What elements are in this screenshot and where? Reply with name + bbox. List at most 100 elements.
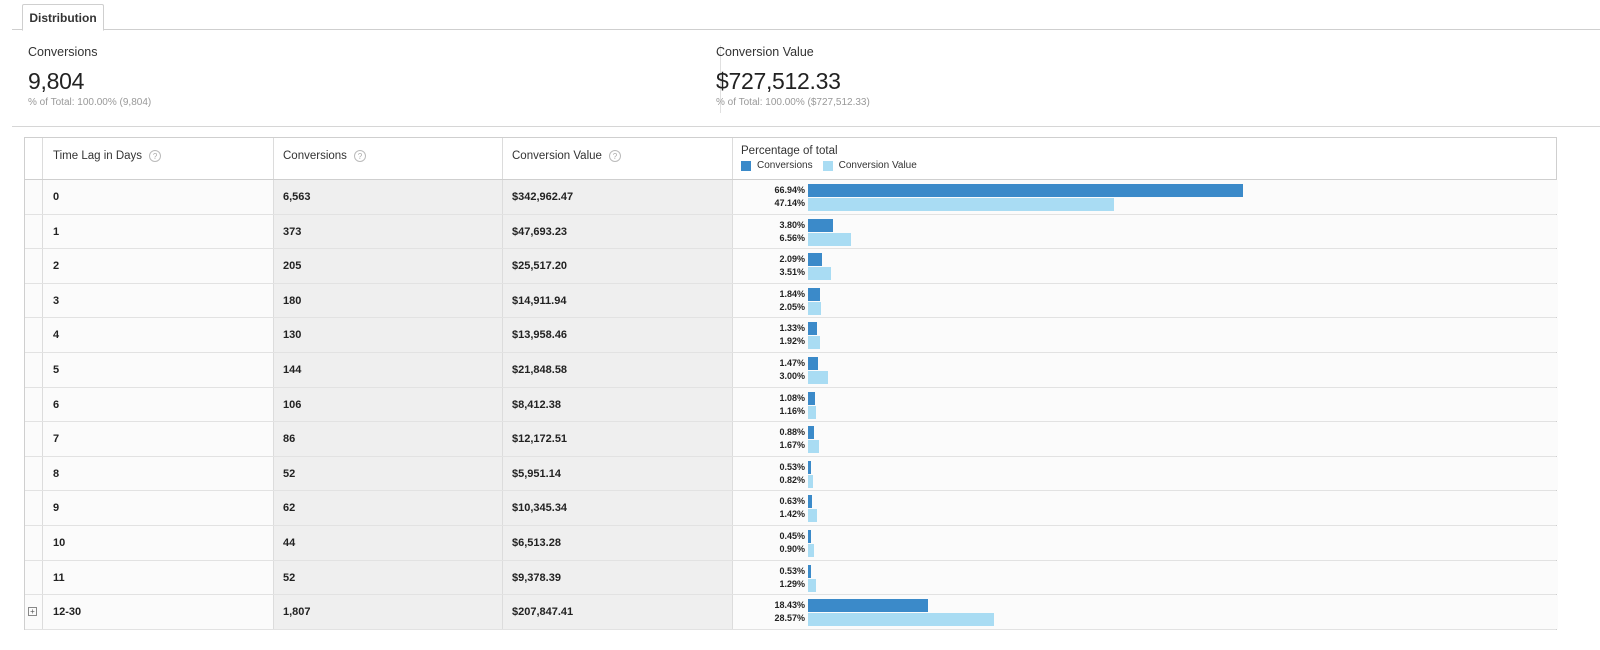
summary-panel: Conversions 9,804 % of Total: 100.00% (9… [12,31,1600,127]
conversions-value: 62 [283,502,296,515]
row-expander-cell [25,526,43,560]
header-conversion-value[interactable]: Conversion Value? [503,138,733,179]
conversion-value-value: $5,951.14 [512,467,561,480]
time-lag-value: 12-30 [53,606,82,619]
conversion-value-bar [808,613,994,627]
cell-time-lag: 7 [43,422,274,456]
table-row[interactable]: 0 6,563 $342,962.47 66.94% 47.14% [25,180,1558,215]
cell-conversion-value: $14,911.94 [503,283,733,318]
table-row[interactable]: 1 373 $47,693.23 3.80% 6.56% [25,214,1558,250]
percentage-labels: 0.45% 0.90% [733,530,805,556]
table-row[interactable]: 3 180 $14,911.94 1.84% 2.05% [25,283,1558,319]
tab-distribution[interactable]: Distribution [22,4,104,31]
legend-label-conversions: Conversions [757,160,813,171]
expand-icon[interactable]: + [28,607,37,617]
conversion-value-value: $12,172.51 [512,433,568,446]
cell-time-lag: 8 [43,456,274,491]
time-lag-value: 3 [53,294,60,307]
conversion-value-value: $6,513.28 [512,537,561,549]
help-icon[interactable]: ? [353,150,366,162]
conversion-value-value: $14,911.94 [512,294,567,307]
legend-item-conversion-value: Conversion Value [822,160,917,171]
conversion-value-value: $47,693.23 [512,225,568,238]
legend-swatch-conversion-value [822,160,833,171]
metric-divider [720,45,721,113]
conversion-value-bar [808,509,818,523]
conversions-value: 86 [283,433,296,446]
pct-conversion-value-label: 1.92% [779,336,805,347]
header-conversions[interactable]: Conversions? [274,138,503,179]
row-expander-cell [25,560,43,595]
pct-conversion-value-label: 47.14% [774,198,805,208]
conversion-value-bar [808,474,814,488]
conversions-bar [808,287,820,301]
help-icon[interactable]: ? [608,150,621,162]
conversions-value: 52 [283,571,296,584]
conversion-value-value: $207,847.41 [512,606,574,619]
pct-conversion-value-label: 3.51% [779,267,805,278]
cell-percentage: 1.33% 1.92% [733,318,1558,352]
header-spacer [25,138,43,179]
conversion-value-bar [808,405,816,419]
cell-conversion-value: $25,517.20 [503,249,733,283]
percentage-labels: 66.94% 47.14% [733,184,805,210]
row-expander-cell [25,456,43,491]
conversion-value-bar [808,301,822,315]
conversion-value-value: $10,345.34 [512,502,568,515]
help-icon[interactable]: ? [149,150,162,162]
cell-time-lag: 0 [43,180,274,214]
cell-percentage: 3.80% 6.56% [733,214,1558,249]
pct-conversions-label: 1.33% [779,323,805,334]
pct-conversions-label: 18.43% [774,600,805,611]
pct-conversions-label: 2.09% [779,254,805,265]
conversions-value: 1,807 [283,606,311,619]
conversions-bar [808,530,811,543]
cell-percentage: 1.47% 3.00% [733,353,1558,387]
cell-conversion-value: $13,958.46 [503,318,733,352]
cell-time-lag: 9 [43,491,274,525]
cell-time-lag: 4 [43,318,274,352]
table-row[interactable]: 10 44 $6,513.28 0.45% 0.90% [25,526,1558,561]
table-row[interactable]: 6 106 $8,412.38 1.08% 1.16% [25,387,1558,423]
percentage-labels: 3.80% 6.56% [733,219,805,245]
cell-percentage: 1.08% 1.16% [733,387,1558,422]
table-row[interactable]: 8 52 $5,951.14 0.53% 0.82% [25,456,1558,492]
cell-conversion-value: $10,345.34 [503,491,733,525]
time-lag-value: 10 [53,537,66,549]
table-row[interactable]: 11 52 $9,378.39 0.53% 1.29% [25,560,1558,596]
conversions-value: 44 [283,537,296,549]
cell-conversion-value: $342,962.47 [503,180,733,214]
table-row[interactable]: 5 144 $21,848.58 1.47% 3.00% [25,353,1558,388]
time-lag-value: 4 [53,329,60,342]
conversions-bar [808,599,928,613]
time-lag-value: 0 [53,191,60,203]
conversion-value-value: $9,378.39 [512,571,561,584]
cell-conversions: 180 [274,283,503,318]
conversion-value-bar [808,198,1115,211]
header-conversions-label: Conversions [283,150,347,162]
cell-conversion-value: $47,693.23 [503,214,733,249]
table-header: Time Lag in Days? Conversions? Conversio… [25,138,1556,180]
conversions-bar [808,253,822,267]
header-time-lag-label: Time Lag in Days [53,150,143,162]
table-row[interactable]: 2 205 $25,517.20 2.09% 3.51% [25,249,1558,284]
table-row[interactable]: 4 130 $13,958.46 1.33% 1.92% [25,318,1558,353]
table-row[interactable]: 9 62 $10,345.34 0.63% 1.42% [25,491,1558,526]
row-expander-cell [25,387,43,422]
conversions-bar [808,564,812,578]
table-row[interactable]: +12-30 1,807 $207,847.41 18.43% 28.57% [25,595,1558,630]
time-lag-value: 6 [53,398,60,411]
cell-conversions: 52 [274,456,503,491]
conversion-value-bar [808,578,817,592]
cell-time-lag: 11 [43,560,274,595]
conversion-value-metric-value: $727,512.33 [716,68,841,94]
conversions-value: 373 [283,225,302,238]
cell-time-lag: 10 [43,526,274,560]
cell-percentage: 0.88% 1.67% [733,422,1558,456]
conversions-value: 180 [283,294,302,307]
table-row[interactable]: 7 86 $12,172.51 0.88% 1.67% [25,422,1558,457]
legend-swatch-conversions [741,160,751,171]
header-time-lag[interactable]: Time Lag in Days? [43,138,274,179]
conversions-bar [808,322,817,336]
cell-percentage: 0.53% 1.29% [733,560,1558,595]
